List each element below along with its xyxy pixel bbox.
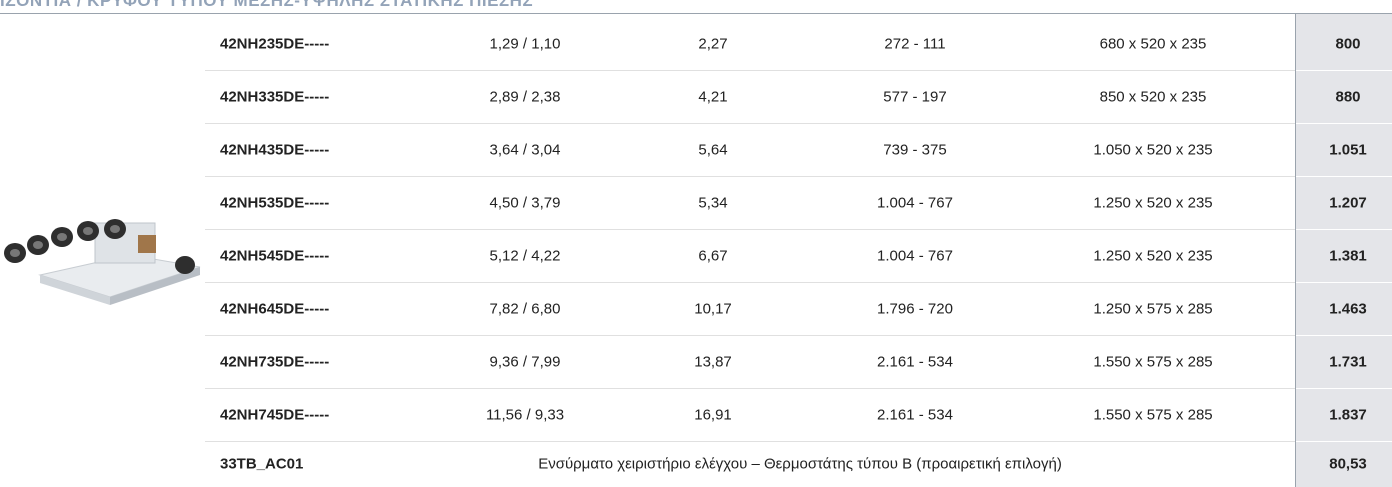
model-cell: 42NH645DE----- [220, 300, 329, 317]
model-cell: 33TB_AC01 [220, 456, 303, 473]
dimensions-cell: 1.250 x 520 x 235 [1093, 194, 1212, 211]
model-cell: 42NH545DE----- [220, 247, 329, 264]
dimensions-cell: 680 x 520 x 235 [1100, 35, 1207, 52]
model-cell: 42NH745DE----- [220, 406, 329, 423]
row-divider [205, 123, 1295, 124]
divider [0, 13, 1392, 14]
airflow-cell: 739 - 375 [883, 141, 946, 158]
airflow-cell: 2.161 - 534 [877, 353, 953, 370]
capacity-cell: 1,29 / 1,10 [490, 35, 561, 52]
dimensions-cell: 1.250 x 520 x 235 [1093, 247, 1212, 264]
capacity-cell: 3,64 / 3,04 [490, 141, 561, 158]
power-cell: 6,67 [698, 247, 727, 264]
row-divider [205, 176, 1295, 177]
row-divider [1296, 123, 1392, 124]
capacity-cell: 4,50 / 3,79 [490, 194, 561, 211]
row-divider [205, 282, 1295, 283]
description-cell: Ενσύρματο χειριστήριο ελέγχου – Θερμοστά… [538, 456, 1062, 473]
row-divider [205, 70, 1295, 71]
airflow-cell: 1.004 - 767 [877, 194, 953, 211]
airflow-cell: 1.796 - 720 [877, 300, 953, 317]
dimensions-cell: 1.550 x 575 x 285 [1093, 406, 1212, 423]
price-cell: 1.731 [1329, 353, 1367, 370]
power-cell: 5,64 [698, 141, 727, 158]
dimensions-cell: 1.250 x 575 x 285 [1093, 300, 1212, 317]
price-cell: 800 [1335, 35, 1360, 52]
price-cell: 1.381 [1329, 247, 1367, 264]
row-divider [1296, 282, 1392, 283]
section-title: ΙΖΟΝΤΙΑ / ΚΡΥΦΟΥ ΤΥΠΟΥ ΜΕΣΗΣ-ΥΨΗΛΗΣ ΣΤΑΤ… [0, 0, 533, 11]
airflow-cell: 2.161 - 534 [877, 406, 953, 423]
airflow-cell: 1.004 - 767 [877, 247, 953, 264]
airflow-cell: 577 - 197 [883, 88, 946, 105]
capacity-cell: 5,12 / 4,22 [490, 247, 561, 264]
price-cell: 1.051 [1329, 141, 1367, 158]
row-divider [205, 441, 1295, 442]
row-divider [205, 335, 1295, 336]
airflow-cell: 272 - 111 [884, 35, 945, 52]
row-divider [1296, 388, 1392, 389]
price-cell: 1.207 [1329, 194, 1367, 211]
model-cell: 42NH535DE----- [220, 194, 329, 211]
model-cell: 42NH435DE----- [220, 141, 329, 158]
row-divider [205, 229, 1295, 230]
dimensions-cell: 1.550 x 575 x 285 [1093, 353, 1212, 370]
price-cell: 80,53 [1329, 456, 1367, 473]
price-cell: 880 [1335, 88, 1360, 105]
capacity-cell: 7,82 / 6,80 [490, 300, 561, 317]
row-divider [1296, 176, 1392, 177]
power-cell: 16,91 [694, 406, 732, 423]
row-divider [1296, 335, 1392, 336]
dimensions-cell: 1.050 x 520 x 235 [1093, 141, 1212, 158]
power-cell: 10,17 [694, 300, 732, 317]
row-divider [205, 388, 1295, 389]
price-cell: 1.463 [1329, 300, 1367, 317]
page: ΙΖΟΝΤΙΑ / ΚΡΥΦΟΥ ΤΥΠΟΥ ΜΕΣΗΣ-ΥΨΗΛΗΣ ΣΤΑΤ… [0, 0, 1392, 487]
dimensions-cell: 850 x 520 x 235 [1100, 88, 1207, 105]
row-divider [1296, 70, 1392, 71]
capacity-cell: 11,56 / 9,33 [486, 406, 564, 423]
model-cell: 42NH235DE----- [220, 35, 329, 52]
model-cell: 42NH335DE----- [220, 88, 329, 105]
price-cell: 1.837 [1329, 406, 1367, 423]
product-image [0, 205, 205, 315]
row-divider [1296, 229, 1392, 230]
power-cell: 5,34 [698, 194, 727, 211]
power-cell: 2,27 [698, 35, 727, 52]
model-cell: 42NH735DE----- [220, 353, 329, 370]
power-cell: 13,87 [694, 353, 732, 370]
row-divider [1296, 441, 1392, 442]
capacity-cell: 2,89 / 2,38 [490, 88, 561, 105]
capacity-cell: 9,36 / 7,99 [490, 353, 561, 370]
power-cell: 4,21 [698, 88, 727, 105]
